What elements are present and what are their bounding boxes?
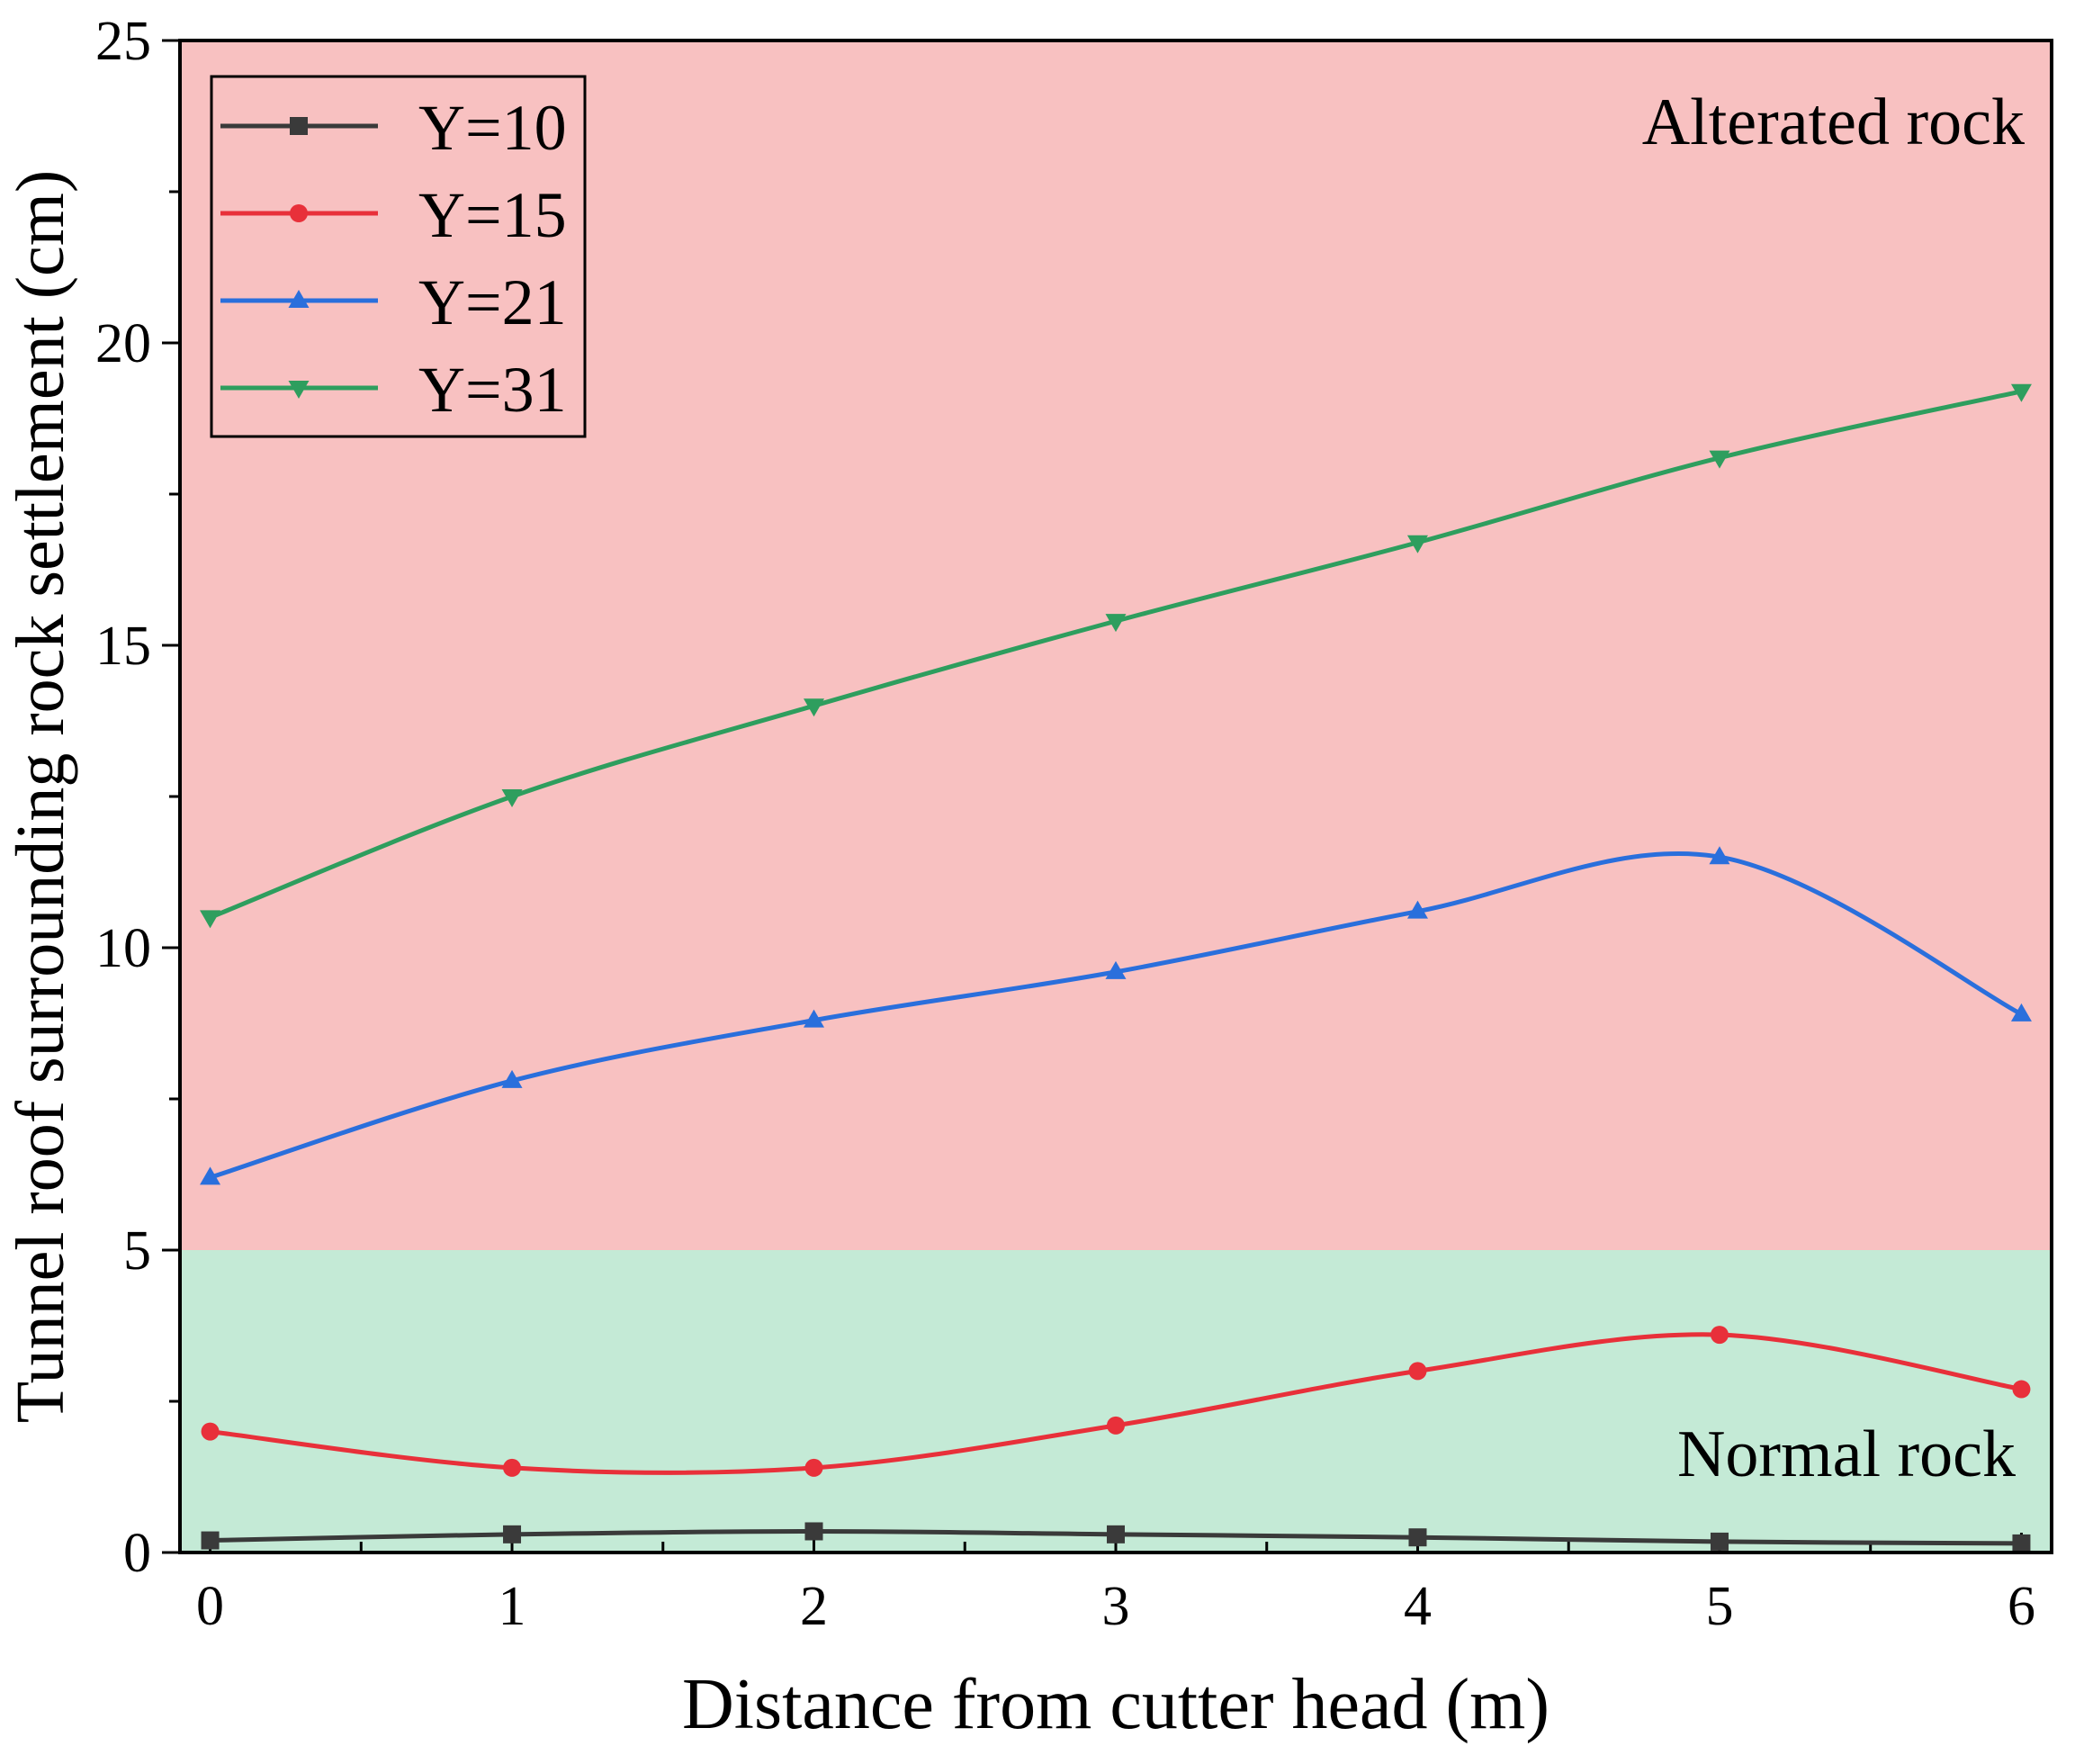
legend-entry: Y=21 [220,266,567,338]
x-tick-label: 1 [499,1576,526,1637]
data-point [1408,1528,1427,1547]
x-tick-label: 0 [196,1576,224,1637]
y-axis-label: Tunnel roof surrounding rock settlement … [3,170,78,1423]
series-Y=31 [200,383,2032,929]
data-point [200,910,221,929]
data-point [1105,614,1127,633]
data-point [804,1522,823,1541]
data-point [501,789,523,807]
legend-marker [290,204,308,222]
data-point [1710,1326,1729,1345]
data-point [1406,535,1428,554]
data-point [2012,1380,2031,1399]
x-tick-label: 5 [1705,1576,1733,1637]
y-tick-label: 15 [95,616,151,677]
data-point [201,1422,220,1441]
region-label-alterated: Alterated rock [1642,86,2025,159]
region-0 [180,40,2052,1250]
y-tick-label: 10 [95,918,151,979]
legend-entry: Y=15 [220,179,567,251]
data-point [201,1531,220,1550]
region-label-normal: Normal rock [1677,1418,2016,1491]
y-tick-label: 25 [95,11,151,72]
x-tick-label: 3 [1102,1576,1130,1637]
x-tick-label: 6 [2008,1576,2035,1637]
data-point [1710,1532,1729,1551]
data-point [200,1166,221,1185]
data-point [1709,846,1730,865]
legend-box [210,75,587,438]
grid-ticks: 0 1 2 3 4 5 6 0 5 10 15 20 25 [95,11,2035,1637]
data-point [503,1525,522,1544]
legend-marker [288,381,310,399]
data-point [1105,960,1127,979]
data-point [503,1458,522,1477]
legend-label: Y=21 [418,266,567,338]
region-1 [180,1250,2052,1552]
series-Y=15 [201,1326,2031,1477]
data-point [2010,1003,2032,1022]
data-point [2012,1534,2031,1552]
x-tick-label: 4 [1404,1576,1432,1637]
y-tick-label: 5 [123,1220,151,1282]
data-point [804,1458,823,1477]
legend-entry: Y=31 [220,354,567,426]
data-point [1107,1416,1125,1435]
legend: Y=10 Y=15 Y=21 Y=31 [210,75,587,438]
data-point [1107,1525,1125,1544]
y-tick-label: 0 [123,1523,151,1584]
data-point [804,698,825,717]
data-point [804,1009,825,1028]
legend-marker [288,290,310,308]
x-tick-label: 2 [800,1576,828,1637]
plot-frame [178,39,2053,1554]
plot-regions [180,40,2052,1552]
data-point [1406,900,1428,919]
data-point [501,1069,523,1088]
y-tick-label: 20 [95,313,151,374]
legend-marker [290,117,308,135]
legend-label: Y=31 [418,354,567,426]
legend-label: Y=15 [418,179,567,251]
data-point [2010,383,2032,402]
data-point [1709,450,1730,469]
series-Y=10 [201,1522,2031,1552]
data-series [200,383,2032,1552]
legend-entry: Y=10 [220,92,567,164]
series-Y=21 [200,846,2032,1185]
data-point [1408,1362,1427,1381]
x-axis-label: Distance from cutter head (m) [682,1665,1550,1744]
legend-label: Y=10 [418,92,567,164]
